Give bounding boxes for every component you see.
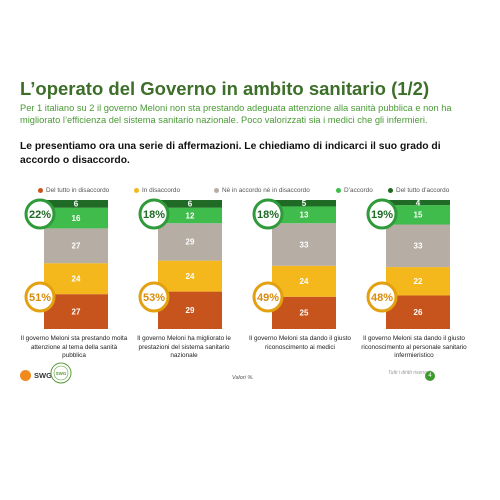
bar-segment <box>386 267 450 296</box>
seal-logo-icon: SWG <box>50 362 72 384</box>
bar-value-label: 4 <box>416 198 421 207</box>
agree-total-circle <box>366 198 398 230</box>
disagree-total-circle <box>366 281 398 313</box>
bar-segment <box>158 200 222 208</box>
page-subtitle: Per 1 italiano su 2 il governo Meloni no… <box>20 103 452 125</box>
legend-swatch <box>336 188 341 193</box>
legend-label: Né in accordo né in disaccordo <box>222 187 310 194</box>
bar-value-label: 33 <box>414 242 423 251</box>
legend-label: Del tutto d’accordo <box>396 187 450 194</box>
legend-label: In disaccordo <box>142 187 181 194</box>
bar-segment <box>158 207 222 224</box>
legend-item: Del tutto in disaccordo <box>38 187 109 194</box>
bar-value-label: 22 <box>414 277 423 286</box>
category-label: Il governo Meloni sta dando il giusto ri… <box>361 335 467 360</box>
agree-total-label: 18% <box>143 209 165 221</box>
agree-total-label: 19% <box>371 209 393 221</box>
agree-total-circle <box>252 198 284 230</box>
bar-segment <box>44 228 108 264</box>
stacked-bar-chart: 27 24 27 16 6 22% 51% 29 24 29 12 6 18% 53% 25 24 33 13 5 1… <box>24 198 450 329</box>
category-label: Il governo Meloni sta dando il giusto ri… <box>249 335 351 351</box>
legend-item: Del tutto d’accordo <box>388 187 449 194</box>
legend-swatch <box>388 188 393 193</box>
bar-value-label: 16 <box>72 214 81 223</box>
bar-value-label: 24 <box>300 277 309 286</box>
legend-item: Né in accordo né in disaccordo <box>214 187 310 194</box>
category-label: Il governo Meloni ha migliorato le prest… <box>137 335 231 360</box>
bar-value-label: 26 <box>414 308 423 317</box>
bar-value-label: 27 <box>72 307 81 316</box>
chart-legend: Del tutto in disaccordo In disaccordo Né… <box>38 187 478 199</box>
swg-logo-text: SWG <box>34 371 52 380</box>
bar-value-label: 12 <box>186 211 195 220</box>
bar-segment <box>44 263 108 295</box>
svg-text:SWG: SWG <box>56 371 67 376</box>
bar-value-label: 24 <box>186 272 195 281</box>
legend-label: Del tutto in disaccordo <box>46 187 110 194</box>
bar-segment <box>272 223 336 266</box>
page-number: 4 <box>425 371 435 381</box>
swg-logo: SWG <box>20 370 52 381</box>
bar-segment <box>272 200 336 207</box>
bar-segment <box>386 224 450 268</box>
bar-segment <box>158 223 222 261</box>
disagree-total-label: 51% <box>29 292 51 304</box>
bar-segment <box>44 207 108 229</box>
bar-segment <box>44 200 108 208</box>
bar-value-label: 15 <box>414 211 423 220</box>
bar-value-label: 29 <box>186 306 195 315</box>
legend-item: In disaccordo <box>134 187 180 194</box>
footer-note: Valori %. <box>232 375 254 381</box>
bar-value-label: 5 <box>302 199 307 208</box>
bar-value-label: 33 <box>300 240 309 249</box>
legend-label: D’accordo <box>344 187 373 194</box>
agree-total-label: 18% <box>257 209 279 221</box>
agree-total-circle <box>138 198 170 230</box>
bar-segment <box>386 205 450 225</box>
swg-logo-mark-icon <box>20 370 31 381</box>
bar-value-label: 13 <box>300 211 309 220</box>
agree-total-circle <box>24 198 56 230</box>
bar-segment <box>272 206 336 224</box>
bar-value-label: 27 <box>72 242 81 251</box>
bar-segment <box>158 260 222 292</box>
disagree-total-label: 48% <box>371 292 393 304</box>
page-title: L’operato del Governo in ambito sanitari… <box>20 78 430 99</box>
legend-swatch <box>214 188 219 193</box>
bar-value-label: 6 <box>188 200 193 209</box>
bar-value-label: 24 <box>72 274 81 283</box>
legend-swatch <box>134 188 139 193</box>
disagree-total-circle <box>252 281 284 313</box>
survey-question: Le presentiamo ora una serie di affermaz… <box>20 141 441 166</box>
legend-item: D’accordo <box>336 187 373 194</box>
bar-value-label: 25 <box>300 309 309 318</box>
disagree-total-circle <box>24 281 56 313</box>
bar-segment <box>272 265 336 297</box>
agree-total-label: 22% <box>29 209 51 221</box>
rights-note: Tutti i diritti riservati <box>388 370 431 376</box>
bar-value-label: 6 <box>74 200 79 209</box>
disagree-total-label: 53% <box>143 292 165 304</box>
bar-segment <box>386 200 450 206</box>
disagree-total-circle <box>138 281 170 313</box>
bar-value-label: 29 <box>186 238 195 247</box>
bar-segment <box>272 296 336 329</box>
disagree-total-label: 49% <box>257 292 279 304</box>
category-label: Il governo Meloni sta prestando molta at… <box>20 335 128 360</box>
legend-swatch <box>38 188 43 193</box>
